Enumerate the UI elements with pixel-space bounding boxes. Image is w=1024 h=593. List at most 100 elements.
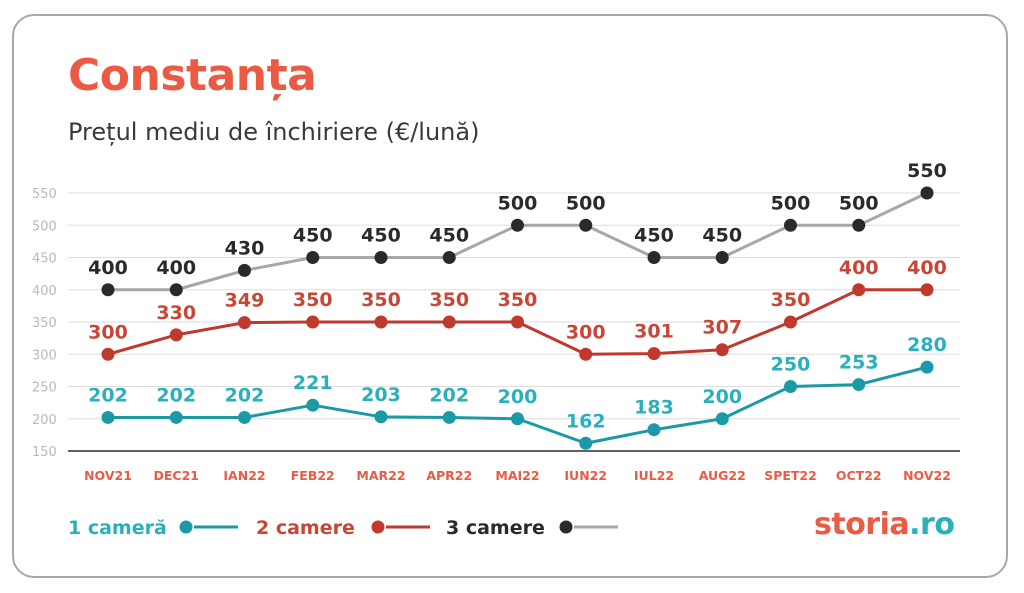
data-label-3-camere: 550 (907, 160, 947, 182)
y-tick-label: 550 (32, 187, 57, 202)
legend-marker-3-camere (559, 520, 573, 534)
legend-marker-1-camera (179, 520, 193, 534)
data-point-1-camera (238, 410, 251, 424)
data-label-3-camere: 400 (156, 257, 196, 279)
logo-text-ro: .ro (909, 507, 955, 542)
x-tick-label: IUL22 (634, 468, 674, 483)
data-label-3-camere: 500 (566, 192, 606, 214)
y-tick-label: 250 (32, 381, 57, 396)
y-tick-label: 150 (32, 445, 57, 460)
data-label-1-camera: 250 (771, 354, 811, 376)
data-label-1-camera: 253 (839, 352, 879, 374)
x-tick-label: NOV22 (903, 468, 951, 483)
data-label-2-camere: 350 (429, 289, 469, 311)
data-point-2-camere (442, 315, 456, 329)
y-tick-label: 450 (32, 252, 57, 267)
legend-label-3-camere: 3 camere (446, 517, 545, 539)
data-label-2-camere: 300 (88, 321, 128, 343)
data-point-2-camere (101, 347, 115, 361)
data-point-2-camere (511, 315, 524, 329)
x-tick-label: DEC21 (154, 468, 199, 483)
data-label-2-camere: 330 (156, 302, 196, 324)
data-point-2-camere (784, 315, 797, 329)
legend-label-1-camera: 1 cameră (68, 517, 167, 539)
data-point-1-camera (784, 380, 797, 393)
data-label-2-camere: 400 (839, 257, 879, 279)
data-point-3-camere (306, 251, 320, 264)
data-label-1-camera: 200 (702, 386, 742, 408)
data-label-3-camere: 500 (839, 192, 879, 214)
data-point-3-camere (852, 218, 866, 232)
x-tick-label: AUG22 (699, 468, 746, 483)
data-point-3-camere (784, 218, 797, 232)
data-label-3-camere: 450 (429, 225, 469, 247)
data-point-1-camera (306, 398, 320, 412)
data-label-2-camere: 349 (225, 290, 265, 312)
y-tick-label: 350 (32, 316, 57, 331)
data-point-3-camere (101, 283, 115, 297)
data-point-2-camere (374, 315, 388, 329)
y-tick-label: 500 (32, 219, 57, 234)
data-point-1-camera (511, 412, 524, 426)
data-label-3-camere: 450 (293, 225, 333, 247)
data-point-3-camere (238, 263, 251, 277)
x-tick-label: SPET22 (764, 468, 817, 483)
y-tick-label: 300 (32, 348, 57, 363)
data-point-3-camere (374, 251, 388, 264)
x-tick-label: IAN22 (223, 468, 265, 483)
data-point-1-camera (442, 410, 456, 424)
data-point-1-camera (579, 436, 593, 450)
data-label-3-camere: 450 (361, 225, 401, 247)
data-point-3-camere (920, 186, 934, 200)
logo-text-storia: storia (814, 507, 910, 542)
data-label-1-camera: 202 (156, 384, 196, 406)
legend-label-2-camere: 2 camere (256, 517, 355, 539)
data-label-3-camere: 500 (771, 192, 811, 214)
data-label-1-camera: 221 (293, 372, 333, 394)
x-tick-label: MAI22 (495, 468, 539, 483)
x-tick-label: NOV21 (84, 468, 132, 483)
data-point-2-camere (852, 283, 866, 297)
x-tick-label: MAR22 (356, 468, 405, 483)
x-tick-label: APR22 (426, 468, 472, 483)
data-label-3-camere: 400 (88, 257, 128, 279)
data-label-2-camere: 350 (293, 289, 333, 311)
data-point-3-camere (442, 251, 456, 264)
data-label-2-camere: 350 (498, 289, 538, 311)
data-label-2-camere: 400 (907, 257, 947, 279)
chart-subtitle: Prețul mediu de închiriere (€/lună) (68, 118, 480, 146)
data-point-2-camere (579, 347, 593, 361)
data-point-1-camera (920, 360, 934, 374)
legend-marker-2-camere (371, 520, 385, 534)
data-label-3-camere: 430 (225, 237, 265, 259)
data-label-1-camera: 202 (429, 384, 469, 406)
data-label-1-camera: 200 (498, 386, 538, 408)
x-tick-label: OCT22 (836, 468, 882, 483)
data-label-1-camera: 162 (566, 410, 606, 432)
data-point-1-camera (374, 410, 388, 424)
data-point-1-camera (101, 410, 115, 424)
data-label-2-camere: 350 (771, 289, 811, 311)
data-label-1-camera: 202 (88, 384, 128, 406)
data-point-2-camere (647, 347, 661, 361)
data-label-1-camera: 183 (634, 397, 674, 419)
y-tick-label: 400 (32, 284, 57, 299)
data-point-3-camere (715, 251, 729, 264)
data-label-2-camere: 300 (566, 321, 606, 343)
storia-logo[interactable]: storia.ro (814, 507, 955, 542)
data-point-3-camere (169, 283, 183, 297)
data-point-2-camere (169, 328, 183, 342)
data-point-3-camere (511, 218, 524, 232)
data-label-3-camere: 500 (498, 192, 538, 214)
data-label-2-camere: 350 (361, 289, 401, 311)
data-point-1-camera (715, 412, 729, 426)
data-point-1-camera (169, 410, 183, 424)
data-point-2-camere (306, 315, 320, 329)
y-tick-label: 200 (32, 413, 57, 428)
data-point-3-camere (579, 218, 593, 232)
data-point-1-camera (647, 423, 661, 437)
x-tick-label: IUN22 (564, 468, 607, 483)
data-point-3-camere (647, 251, 661, 264)
data-point-1-camera (852, 378, 866, 392)
